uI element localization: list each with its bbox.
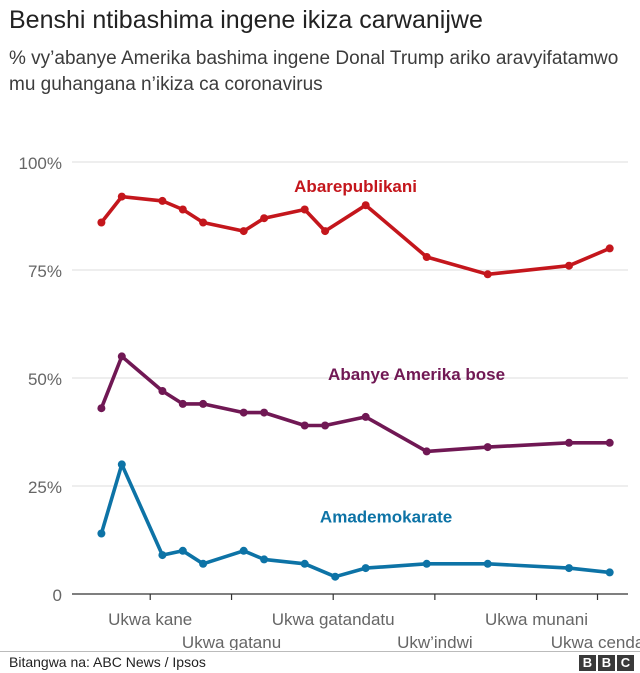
data-point [158,551,167,560]
x-tick-label: Ukwa gatandatu [272,610,395,629]
x-tick-label: Ukwa munani [485,610,588,629]
data-point [178,399,187,408]
series-lines [97,192,614,581]
chart-subtitle: % vy’abanye Amerika bashima ingene Donal… [9,48,619,95]
data-point [565,261,573,270]
y-tick-label: 75% [28,262,62,281]
source-note: Bitangwa na: ABC News / Ipsos [9,654,206,670]
series-label: Amademokarate [320,508,452,527]
data-point [300,205,309,214]
data-point [605,244,614,253]
series-label: Abarepublikani [294,177,417,196]
footer-divider [0,651,640,652]
y-tick-label: 25% [28,478,62,497]
data-point [199,559,208,568]
data-point [178,205,187,214]
x-axis [72,593,628,600]
data-point [117,192,126,201]
data-point [300,421,309,430]
y-axis-tick-labels: 0 25% 50% 75% 100% [19,154,62,605]
data-point [361,564,370,573]
data-point [178,546,187,555]
data-point [361,201,370,210]
data-point [483,270,492,279]
bbc-logo: B B C [579,655,634,671]
data-point [565,564,573,573]
series-line [99,194,612,277]
series-label: Abanye Amerika bose [328,365,505,384]
data-point [422,559,431,568]
bbc-logo-letter: B [598,655,615,671]
data-point [483,559,492,568]
y-tick-label: 50% [28,370,62,389]
data-point [422,253,431,261]
data-point [260,555,269,564]
data-point [239,408,248,417]
data-point [321,227,330,236]
data-point [422,447,431,456]
data-point [260,408,269,417]
data-point [361,412,370,421]
data-point [97,529,106,538]
data-point [300,559,309,568]
data-point [605,568,614,577]
data-point [158,387,167,395]
y-tick-label: 0 [53,586,62,605]
data-point [199,399,208,408]
data-point [97,218,106,227]
data-point [239,227,248,236]
x-tick-label: Ukwa cenda [551,633,640,650]
bbc-logo-letter: C [617,655,634,671]
data-point [158,196,167,205]
data-point [117,460,126,469]
x-tick-label: Ukwa gatanu [182,633,281,650]
chart-title: Benshi ntibashima ingene ikiza carwanijw… [9,6,483,34]
y-tick-label: 100% [19,154,62,173]
data-point [331,572,340,581]
x-tick-label: Ukw’indwi [397,633,473,650]
series-line [99,354,612,454]
data-point [605,438,614,447]
x-axis-tick-labels: Ukwa kane Ukwa gatanu Ukwa gatandatuUkw’in… [108,610,640,650]
bbc-logo-letter: B [579,655,596,671]
data-point [199,218,208,227]
data-point [97,404,106,413]
x-tick-label: Ukwa kane [108,610,192,629]
data-point [565,438,573,447]
gridlines [72,161,628,487]
data-point [260,214,269,223]
data-point [239,546,248,555]
data-point [483,443,492,452]
series-labels: Abarepublikani Abanye Amerika bose Amademo… [294,177,505,526]
data-point [117,352,126,361]
data-point [321,421,330,430]
